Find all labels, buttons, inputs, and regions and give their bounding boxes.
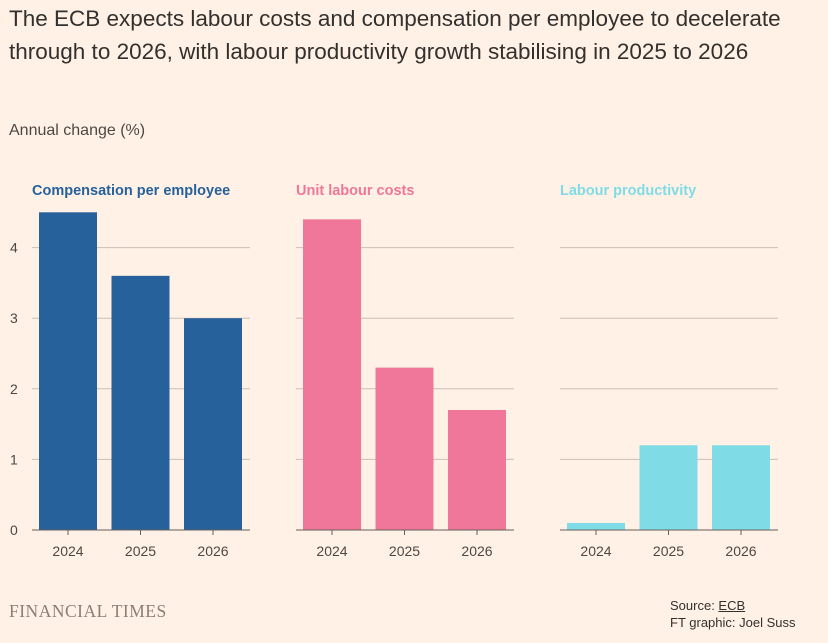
- ft-logo: FINANCIAL TIMES: [9, 601, 167, 621]
- x-tick-label: 2025: [653, 543, 684, 559]
- bar-unit_labour-2025: [375, 367, 434, 530]
- bar-compensation-2025: [111, 275, 170, 530]
- chart-title: The ECB expects labour costs and compens…: [9, 6, 781, 64]
- x-tick-label: 2025: [125, 543, 156, 559]
- bar-productivity-2024: [567, 522, 625, 530]
- x-tick-label: 2024: [52, 543, 83, 559]
- graphic-credit: FT graphic: Joel Suss: [670, 615, 796, 630]
- x-tick-label: 2026: [197, 543, 228, 559]
- bar-unit_labour-2024: [303, 219, 361, 531]
- y-tick-label: 0: [10, 522, 18, 538]
- y-tick-label: 1: [10, 451, 18, 467]
- source-note: Source: ECB FT graphic: Joel Suss: [670, 597, 795, 631]
- bar-compensation-2026: [184, 318, 242, 530]
- y-tick-label: 4: [10, 240, 18, 256]
- x-tick-label: 2024: [316, 543, 347, 559]
- x-tick-label: 2026: [461, 543, 492, 559]
- source-label: Source:: [670, 598, 719, 613]
- bar-productivity-2026: [712, 445, 770, 530]
- panel-title-compensation: Compensation per employee: [32, 183, 230, 199]
- x-tick-label: 2026: [725, 543, 756, 559]
- source-link[interactable]: ECB: [718, 598, 746, 613]
- panel-title-unit_labour: Unit labour costs: [296, 183, 414, 199]
- bar-compensation-2024: [39, 212, 97, 531]
- panel-title-productivity: Labour productivity: [560, 183, 696, 199]
- y-tick-label: 2: [10, 381, 18, 397]
- y-tick-label: 3: [10, 310, 18, 326]
- x-tick-label: 2024: [580, 543, 611, 559]
- bar-unit_labour-2026: [448, 409, 506, 530]
- bar-productivity-2025: [639, 445, 698, 530]
- small-multiples-bar-chart: 0 1 2 3 4 Compensation per employee 2024 2025 20…: [10, 183, 778, 559]
- chart-subtitle: Annual change (%): [9, 122, 146, 139]
- x-tick-label: 2025: [389, 543, 420, 559]
